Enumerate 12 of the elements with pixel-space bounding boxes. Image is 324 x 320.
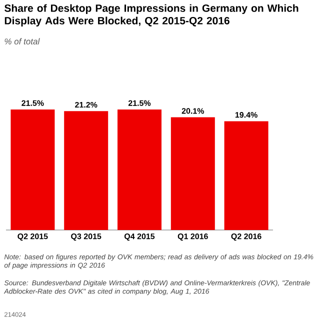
- x-tick-label: Q2 2015: [18, 234, 48, 241]
- x-tick-label: Q3 2015: [71, 234, 102, 241]
- data-label: 21.5%: [128, 100, 151, 106]
- x-tick-label: Q4 2015: [124, 234, 155, 241]
- chart-subtitle: % of total: [4, 38, 40, 44]
- chart-title: Share of Desktop Page Impressions in Germany on Which Display Ads Were Blocked, Q2 2015-Q2 2016: [4, 4, 298, 26]
- x-tick-label: Q2 2016: [231, 234, 262, 241]
- data-label: 21.2%: [75, 102, 98, 108]
- data-label: 19.4%: [235, 112, 258, 118]
- x-tick-label: Q1 2016: [178, 234, 208, 241]
- data-label: 20.1%: [182, 108, 204, 114]
- data-label: 21.5%: [22, 100, 44, 106]
